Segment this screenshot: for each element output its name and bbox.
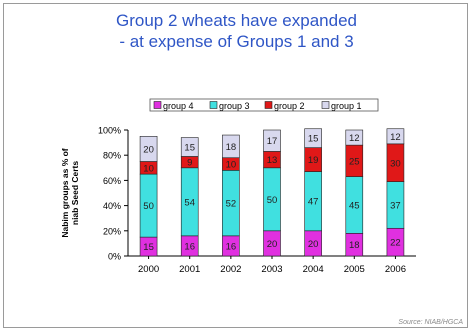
data-label: 19 (308, 155, 319, 166)
bar-segment-group-1 (222, 134, 240, 159)
bar-segment-group-1 (139, 136, 158, 162)
data-label: 25 (349, 156, 360, 167)
y-tick-label: 0% (108, 252, 121, 262)
data-label: 16 (226, 241, 237, 252)
data-label: 10 (226, 160, 237, 171)
data-label: 13 (267, 155, 278, 166)
data-label: 47 (308, 197, 319, 208)
x-tick-label: 2004 (303, 264, 324, 275)
data-label: 20 (308, 239, 319, 250)
legend-label: group 1 (331, 101, 362, 111)
bar-segment-group-1 (386, 128, 405, 145)
y-tick-label: 100% (98, 126, 121, 136)
x-tick-label: 2002 (220, 264, 241, 275)
bar-segment-group-1 (345, 129, 364, 146)
y-tick-label: 60% (103, 176, 121, 186)
title-line-2: - at expense of Groups 1 and 3 (119, 32, 354, 51)
y-tick-label: 20% (103, 226, 121, 236)
source-note: Source: NIAB/HGCA (398, 319, 463, 326)
bar-segment-group-1 (180, 137, 199, 157)
data-label: 18 (349, 240, 360, 251)
data-label: 17 (267, 136, 278, 147)
data-label: 12 (349, 133, 360, 144)
legend-swatch (209, 101, 218, 109)
bar-segment-group-1 (304, 128, 322, 148)
x-tick-label: 2006 (385, 264, 406, 275)
data-label: 22 (390, 238, 401, 249)
data-label: 15 (184, 143, 195, 154)
x-tick-label: 2003 (261, 264, 282, 275)
legend-box (149, 98, 379, 112)
data-label: 12 (390, 132, 401, 143)
data-label: 10 (143, 163, 154, 174)
legend-label: group 4 (163, 101, 194, 111)
data-label: 50 (143, 201, 154, 212)
legend-label: group 3 (219, 101, 250, 111)
data-label: 16 (184, 241, 195, 252)
y-tick-label: 80% (103, 151, 121, 161)
data-label: 45 (349, 200, 360, 211)
data-label: 52 (226, 199, 237, 210)
legend-swatch (321, 101, 330, 109)
legend-swatch (153, 101, 162, 109)
x-tick-label: 2000 (138, 264, 159, 275)
data-label: 20 (143, 144, 154, 155)
y-axis-title: Nabim groups as % ofniab Seed Certs (60, 148, 80, 237)
title-line-1: Group 2 wheats have expanded (115, 11, 357, 30)
data-label: 54 (184, 197, 195, 208)
data-label: 20 (267, 239, 278, 250)
data-label: 50 (267, 195, 278, 206)
legend-swatch (264, 101, 273, 109)
data-label: 37 (390, 200, 401, 211)
x-tick-label: 2001 (179, 264, 200, 275)
data-label: 9 (187, 158, 192, 169)
data-label: 18 (226, 142, 237, 153)
y-tick-label: 40% (103, 201, 121, 211)
data-label: 30 (390, 158, 401, 169)
x-tick-label: 2005 (344, 264, 365, 275)
legend-label: group 2 (274, 101, 305, 111)
data-label: 15 (308, 134, 319, 145)
bar-segment-group-1 (263, 129, 281, 152)
chart-title: Group 2 wheats have expanded - at expens… (0, 10, 473, 52)
data-label: 15 (143, 242, 154, 253)
